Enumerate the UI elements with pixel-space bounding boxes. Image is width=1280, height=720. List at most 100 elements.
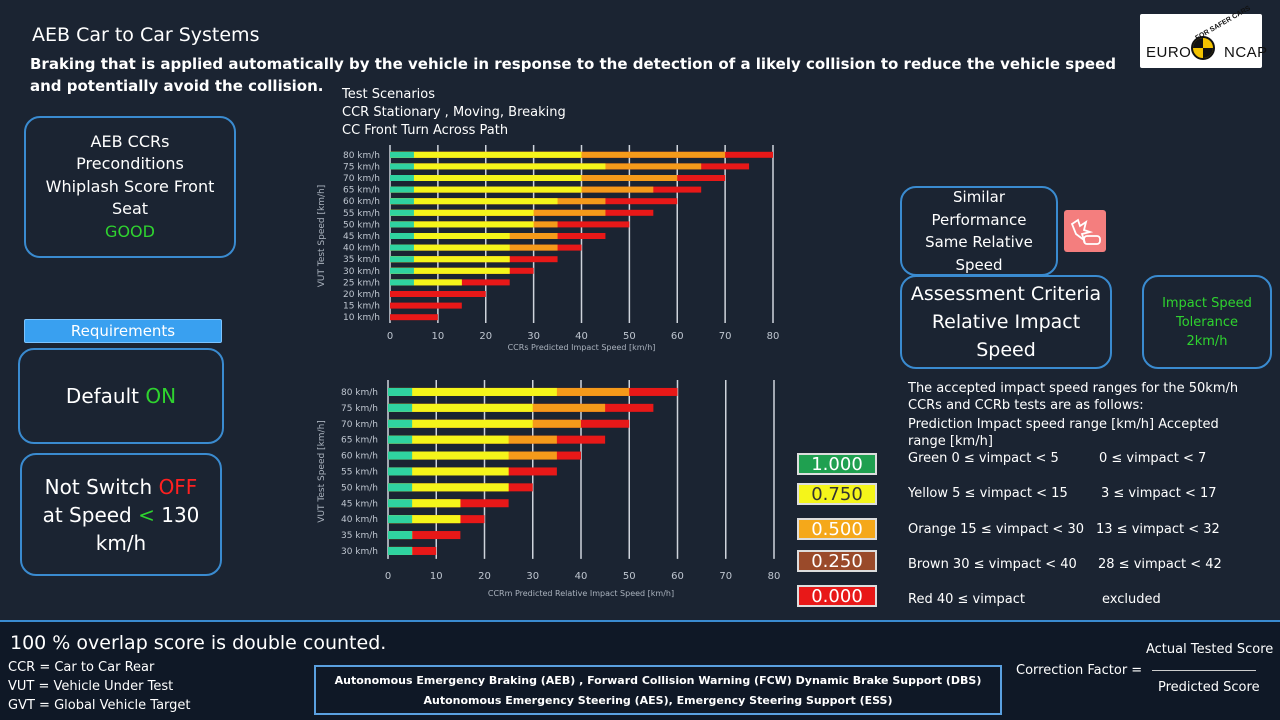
scenarios-line3: CC Front Turn Across Path <box>342 123 509 138</box>
bar-green <box>390 175 414 181</box>
x-axis-label: CCRs Predicted Impact Speed [km/h] <box>508 343 656 352</box>
correction-denominator: Predicted Score <box>1158 680 1260 695</box>
score-box-0500: 0.500 <box>797 518 877 540</box>
bar-green <box>388 515 413 524</box>
bar-green <box>390 209 414 216</box>
bar-green <box>388 387 413 396</box>
bar-green <box>388 531 413 540</box>
y-tick-label: 75 km/h <box>341 404 378 414</box>
y-tick-label: 25 km/h <box>343 278 380 288</box>
speed-value: 130 <box>154 502 200 527</box>
x-tick-label: 80 <box>767 331 780 342</box>
criteria-row-red-accepted: excluded <box>1102 592 1161 607</box>
criteria-row-orange-prediction: Orange 15 ≤ vimpact < 30 <box>908 522 1084 537</box>
criteria-row-green-accepted: 0 ≤ vimpact < 7 <box>1099 451 1207 466</box>
bar-green <box>390 233 414 239</box>
similar-line1: Similar <box>953 188 1005 206</box>
bar-red <box>390 314 438 321</box>
default-on-box: Default ON <box>18 348 224 444</box>
criteria-row-green-prediction: Green 0 ≤ vimpact < 5 <box>908 451 1059 466</box>
scenarios-line2: CCR Stationary , Moving, Breaking <box>342 105 566 120</box>
tolerance-line2: Tolerance <box>1176 314 1238 330</box>
criteria-header: Prediction Impact speed range [km/h] Acc… <box>908 417 1219 449</box>
speed-prefix: at Speed <box>42 502 139 527</box>
x-tick-label: 60 <box>671 331 684 342</box>
y-tick-label: 65 km/h <box>343 186 380 196</box>
correction-factor-label: Correction Factor = <box>1016 663 1143 678</box>
y-tick-label: 30 km/h <box>343 267 380 277</box>
y-tick-label: 20 km/h <box>343 290 380 300</box>
x-tick-label: 10 <box>432 331 445 342</box>
y-tick-label: 35 km/h <box>343 255 380 265</box>
x-tick-label: 60 <box>671 571 684 582</box>
bar-green <box>388 546 413 555</box>
bar-yellow <box>390 244 510 251</box>
bar-yellow <box>390 198 558 205</box>
x-tick-label: 30 <box>526 571 539 582</box>
requirements-label: Requirements <box>24 319 222 343</box>
default-value: ON <box>145 384 177 408</box>
bar-yellow <box>390 279 462 286</box>
bar-green <box>388 451 413 460</box>
score-box-0250: 0.250 <box>797 550 877 572</box>
bar-green <box>388 499 413 508</box>
speed-symbol: < <box>138 502 155 527</box>
y-tick-label: 40 km/h <box>341 515 378 525</box>
speed-line: at Speed < 130 <box>43 501 200 529</box>
x-tick-label: 80 <box>768 571 781 582</box>
x-tick-label: 70 <box>719 571 732 582</box>
bar-yellow <box>388 387 557 396</box>
scenarios-line1: Test Scenarios <box>342 87 436 102</box>
noswitch-value: OFF <box>158 474 198 499</box>
page-subtitle: Braking that is applied automatically by… <box>30 55 1117 95</box>
bar-green <box>388 483 413 492</box>
aeb-line1: AEB CCRs <box>90 131 170 151</box>
bar-yellow <box>388 419 533 428</box>
bar-green <box>390 244 414 251</box>
default-text: Default ON <box>66 384 176 408</box>
y-tick-label: 80 km/h <box>343 151 380 161</box>
bar-green <box>390 198 414 205</box>
y-tick-label: 55 km/h <box>343 209 380 219</box>
x-tick-label: 10 <box>430 571 443 582</box>
bar-yellow <box>390 267 510 274</box>
bar-yellow <box>390 256 510 263</box>
x-tick-label: 70 <box>719 331 732 342</box>
criteria-row-red-prediction: Red 40 ≤ vimpact <box>908 592 1025 607</box>
y-tick-label: 30 km/h <box>341 547 378 557</box>
y-tick-label: 15 km/h <box>343 302 380 312</box>
bar-yellow <box>390 209 534 216</box>
bar-green <box>390 279 414 286</box>
bar-yellow <box>388 467 509 476</box>
criteria-row-yellow-accepted: 3 ≤ vimpact < 17 <box>1101 486 1217 501</box>
x-tick-label: 50 <box>623 331 636 342</box>
y-tick-label: 50 km/h <box>343 220 380 230</box>
assessment-criteria-box: Assessment Criteria Relative Impact Spee… <box>900 275 1112 369</box>
tolerance-box: Impact Speed Tolerance 2km/h <box>1142 275 1272 369</box>
criteria-intro: The accepted impact speed ranges for the… <box>908 381 1239 413</box>
tolerance-line1: Impact Speed <box>1162 295 1252 311</box>
noswitch-line: Not Switch OFF <box>45 473 198 501</box>
ccr-definition: CCR = Car to Car Rear <box>8 660 155 675</box>
not-switch-off-box: Not Switch OFF at Speed < 130 km/h <box>20 453 222 576</box>
score-box-0750: 0.750 <box>797 483 877 505</box>
y-axis-label: VUT Test Speed [km/h] <box>317 185 327 288</box>
bar-green <box>390 221 414 228</box>
bar-green <box>390 163 414 170</box>
aeb-line3: Whiplash Score Front <box>45 176 215 196</box>
similar-line3: Same Relative <box>925 233 1033 251</box>
bar-green <box>390 186 414 193</box>
bar-yellow <box>388 515 461 524</box>
bar-yellow <box>388 483 509 492</box>
correction-numerator: Actual Tested Score <box>1146 642 1274 657</box>
tolerance-line3: 2km/h <box>1186 333 1228 349</box>
y-tick-label: 80 km/h <box>341 388 378 398</box>
x-tick-label: 30 <box>527 331 540 342</box>
aeb-line2: Preconditions <box>76 154 184 174</box>
bar-green <box>388 435 413 444</box>
fraction-line <box>1152 670 1256 671</box>
score-box-1000: 1.000 <box>797 453 877 475</box>
y-tick-label: 70 km/h <box>343 174 380 184</box>
whiplash-status: GOOD <box>105 221 155 241</box>
aeb-line4: Seat <box>111 199 149 219</box>
